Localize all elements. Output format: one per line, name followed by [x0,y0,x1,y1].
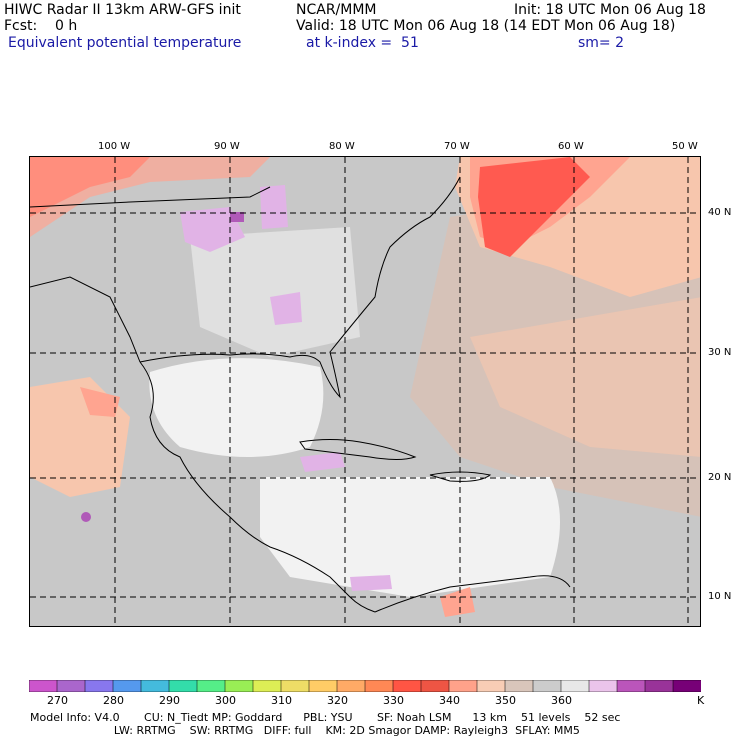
colorbar-swatch [364,680,394,692]
colorbar-swatch [644,680,674,692]
field-eastern-us [190,227,360,357]
colorbar-swatch [280,680,310,692]
colorbar-tick-label: 300 [215,694,236,707]
init-time: Init: 18 UTC Mon 06 Aug 18 [514,2,706,18]
lat-label-40n: 40 N [708,207,732,218]
field-gulf-of-mexico [149,358,324,457]
colorbar-swatch [112,680,142,692]
colorbar-swatch [560,680,590,692]
colorbar-tick-label: 350 [495,694,516,707]
field-caribbean-pink [300,452,345,472]
colorbar-swatch [168,680,198,692]
theta-e-map [29,156,701,627]
colorbar-swatch [420,680,450,692]
valid-time: Valid: 18 UTC Mon 06 Aug 18 (14 EDT Mon … [296,18,676,34]
colorbar-swatch [252,680,282,692]
lat-label-30n: 30 N [708,347,732,358]
colorbar-swatch [84,680,114,692]
model-info-line2: LW: RRTMG SW: RRTMG DIFF: full KM: 2D Sm… [30,724,580,737]
lon-label-90w: 90 W [214,141,240,152]
coastline-us-gulf-atlantic [139,176,461,399]
colorbar-swatch [392,680,422,692]
colorbar-swatch [29,680,58,692]
field-ohio-pink [260,185,288,229]
level-index: at k-index = 51 [306,35,419,51]
field-atlantic-mild [470,297,700,457]
field-venezuela-warm [440,587,475,617]
colorbar-swatch [56,680,86,692]
colorbar-swatch [672,680,701,692]
border-us-canada [30,186,271,208]
lon-label-50w: 50 W [672,141,698,152]
field-midwest-purple [230,212,244,222]
institution-label: NCAR/MMM [296,2,377,18]
colorbar-tick-label: 280 [103,694,124,707]
colorbar-tick-label: 270 [47,694,68,707]
colorbar-tick-label: 360 [551,694,572,707]
lon-label-60w: 60 W [558,141,584,152]
field-georgia-pink [270,292,302,325]
colorbar-swatch [476,680,506,692]
colorbar-swatch [196,680,226,692]
colorbar-swatch [140,680,170,692]
forecast-hour: Fcst: 0 h [4,18,78,34]
colorbar-swatch [336,680,366,692]
smoothing-value: sm= 2 [578,35,625,51]
colorbar-swatch [448,680,478,692]
plot-title: HIWC Radar II 13km ARW-GFS init [4,2,241,18]
lon-label-100w: 100 W [98,141,131,152]
field-name: Equivalent potential temperature [8,35,242,51]
graticule [30,157,700,626]
colorbar-swatch [224,680,254,692]
field-pacific-purple [81,512,91,522]
border-us-mexico [30,276,141,363]
colorbar-tick-label: 330 [383,694,404,707]
colorbar-swatch [532,680,562,692]
colorbar-swatch [616,680,646,692]
colorbar-tick-label: 290 [159,694,180,707]
colorbar-swatch [588,680,618,692]
colorbar-tick-label: K [697,694,705,707]
model-info-line1: Model Info: V4.0 CU: N_Tiedt MP: Goddard… [30,711,621,724]
lat-label-20n: 20 N [708,472,732,483]
field-panama-pink [350,575,392,591]
field-mexico-warm [80,387,120,417]
colorbar [29,680,701,692]
colorbar-swatch [504,680,534,692]
field-midwest-pink [180,207,245,252]
colorbar-tick-label: 320 [327,694,348,707]
map-canvas [30,157,700,626]
field-northwest-warm [30,157,270,237]
field-caribbean [260,477,560,597]
field-north-atlantic-very-warm [478,157,590,257]
colorbar-tick-label: 310 [271,694,292,707]
coastline-south-america [374,575,571,613]
colorbar-tick-label: 340 [439,694,460,707]
colorbar-swatch [308,680,338,692]
lat-label-10n: 10 N [708,591,732,602]
lon-label-70w: 70 W [444,141,470,152]
lon-label-80w: 80 W [329,141,355,152]
